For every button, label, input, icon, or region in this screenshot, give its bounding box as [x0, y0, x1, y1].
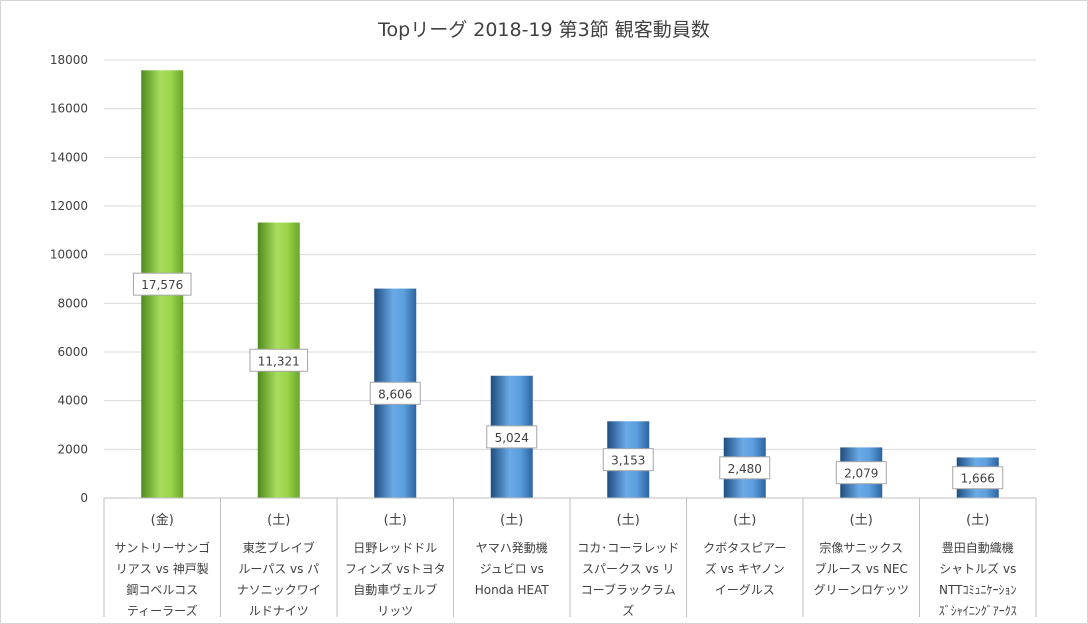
- data-label: 5,024: [495, 431, 529, 445]
- x-category-label: ルドナイツ: [249, 604, 309, 618]
- data-label: 17,576: [141, 278, 183, 292]
- y-tick-label: 12000: [50, 199, 88, 213]
- x-category-label: ジュビロ vs: [480, 562, 544, 576]
- x-category-label: ヤマハ発動機: [476, 540, 548, 555]
- x-category-day: (金): [151, 512, 174, 528]
- data-label-box: [952, 466, 1004, 490]
- y-tick-label: 18000: [50, 53, 88, 67]
- gridlines: [104, 59, 1036, 450]
- x-category-label: リアス vs 神戸製: [116, 562, 209, 576]
- x-category-label: ティーラーズ: [127, 603, 198, 618]
- data-label-box: [369, 381, 421, 405]
- data-label: 2,079: [844, 467, 878, 481]
- data-label-box: [249, 348, 309, 372]
- data-label: 8,606: [378, 387, 412, 401]
- x-category-label: ルーパス vs パ: [238, 562, 319, 576]
- data-label-box: [719, 456, 771, 480]
- y-tick-label: 0: [80, 491, 88, 505]
- x-category-label: Honda HEAT: [475, 583, 550, 597]
- x-category-label: 東芝ブレイブ: [243, 540, 315, 555]
- x-category-label: クボタスピアー: [703, 541, 786, 555]
- x-category-day: (土): [850, 513, 873, 528]
- y-tick-label: 6000: [57, 345, 88, 359]
- x-category-label: 自動車ヴェルブ: [353, 582, 437, 597]
- data-label: 3,153: [611, 454, 645, 468]
- x-category-label: ブルース vs NEC: [815, 561, 908, 576]
- data-label: 1,666: [961, 472, 995, 486]
- x-category-label: イーグルス: [715, 583, 775, 597]
- x-category-label: 鋼コベルコス: [126, 583, 198, 597]
- x-category-label: シャトルズ vs: [939, 561, 1016, 576]
- data-label-box: [602, 448, 654, 472]
- chart-title: Topリーグ 2018-19 第3節 観客動員数: [377, 19, 710, 41]
- x-category-day: (土): [733, 513, 756, 528]
- x-category-day: (土): [500, 513, 523, 528]
- y-tick-label: 10000: [50, 248, 88, 262]
- x-category-label: 宗像サニックス: [819, 540, 903, 555]
- data-label-box: [132, 272, 192, 296]
- x-category-label: ナソニックワイ: [237, 583, 321, 597]
- y-tick-label: 2000: [57, 442, 88, 456]
- y-tick-label: 14000: [50, 150, 88, 164]
- x-category-label: コーブラックラム: [581, 582, 676, 597]
- data-label-box: [835, 461, 887, 485]
- x-category-day: (土): [617, 513, 640, 528]
- x-category-label: グリーンロケッツ: [814, 583, 909, 597]
- x-category-label: ｽﾞｼｬｲﾆﾝｸﾞｱｰｸｽ: [939, 604, 1017, 618]
- bars: 17,576 11,321 8,606 5,024 3,153 2,480 2,079 1,6…: [132, 70, 1004, 499]
- y-tick-label: 16000: [50, 102, 88, 116]
- x-category-label: サントリーサンゴ: [114, 540, 210, 555]
- data-label: 2,480: [728, 462, 762, 476]
- x-category-label: リッツ: [377, 604, 413, 618]
- x-category-day: (土): [384, 513, 407, 528]
- y-axis: 0 2000 4000 6000 8000 10000 12000 14000 16000 180…: [50, 53, 88, 505]
- x-category-day: (土): [966, 513, 989, 528]
- x-category-label: ズ vs キヤノン: [705, 561, 785, 576]
- x-category-label: 豊田自動織機: [942, 540, 1014, 555]
- data-label: 11,321: [258, 354, 300, 368]
- x-category-day: (土): [267, 513, 290, 528]
- y-tick-label: 8000: [57, 296, 88, 310]
- x-category-label: ズ: [622, 603, 634, 618]
- x-category-label: フィンズ vsトヨタ: [345, 561, 446, 576]
- data-label-box: [486, 425, 538, 449]
- x-category-label: コカ･コーラレッド: [577, 541, 679, 555]
- x-category-label: NTTｺﾐｭﾆｹｰｼｮﾝ: [939, 583, 1016, 597]
- x-category-label: スパークス vs リ: [582, 562, 675, 576]
- x-category-label: 日野レッドドル: [353, 541, 437, 555]
- y-tick-label: 4000: [57, 394, 88, 408]
